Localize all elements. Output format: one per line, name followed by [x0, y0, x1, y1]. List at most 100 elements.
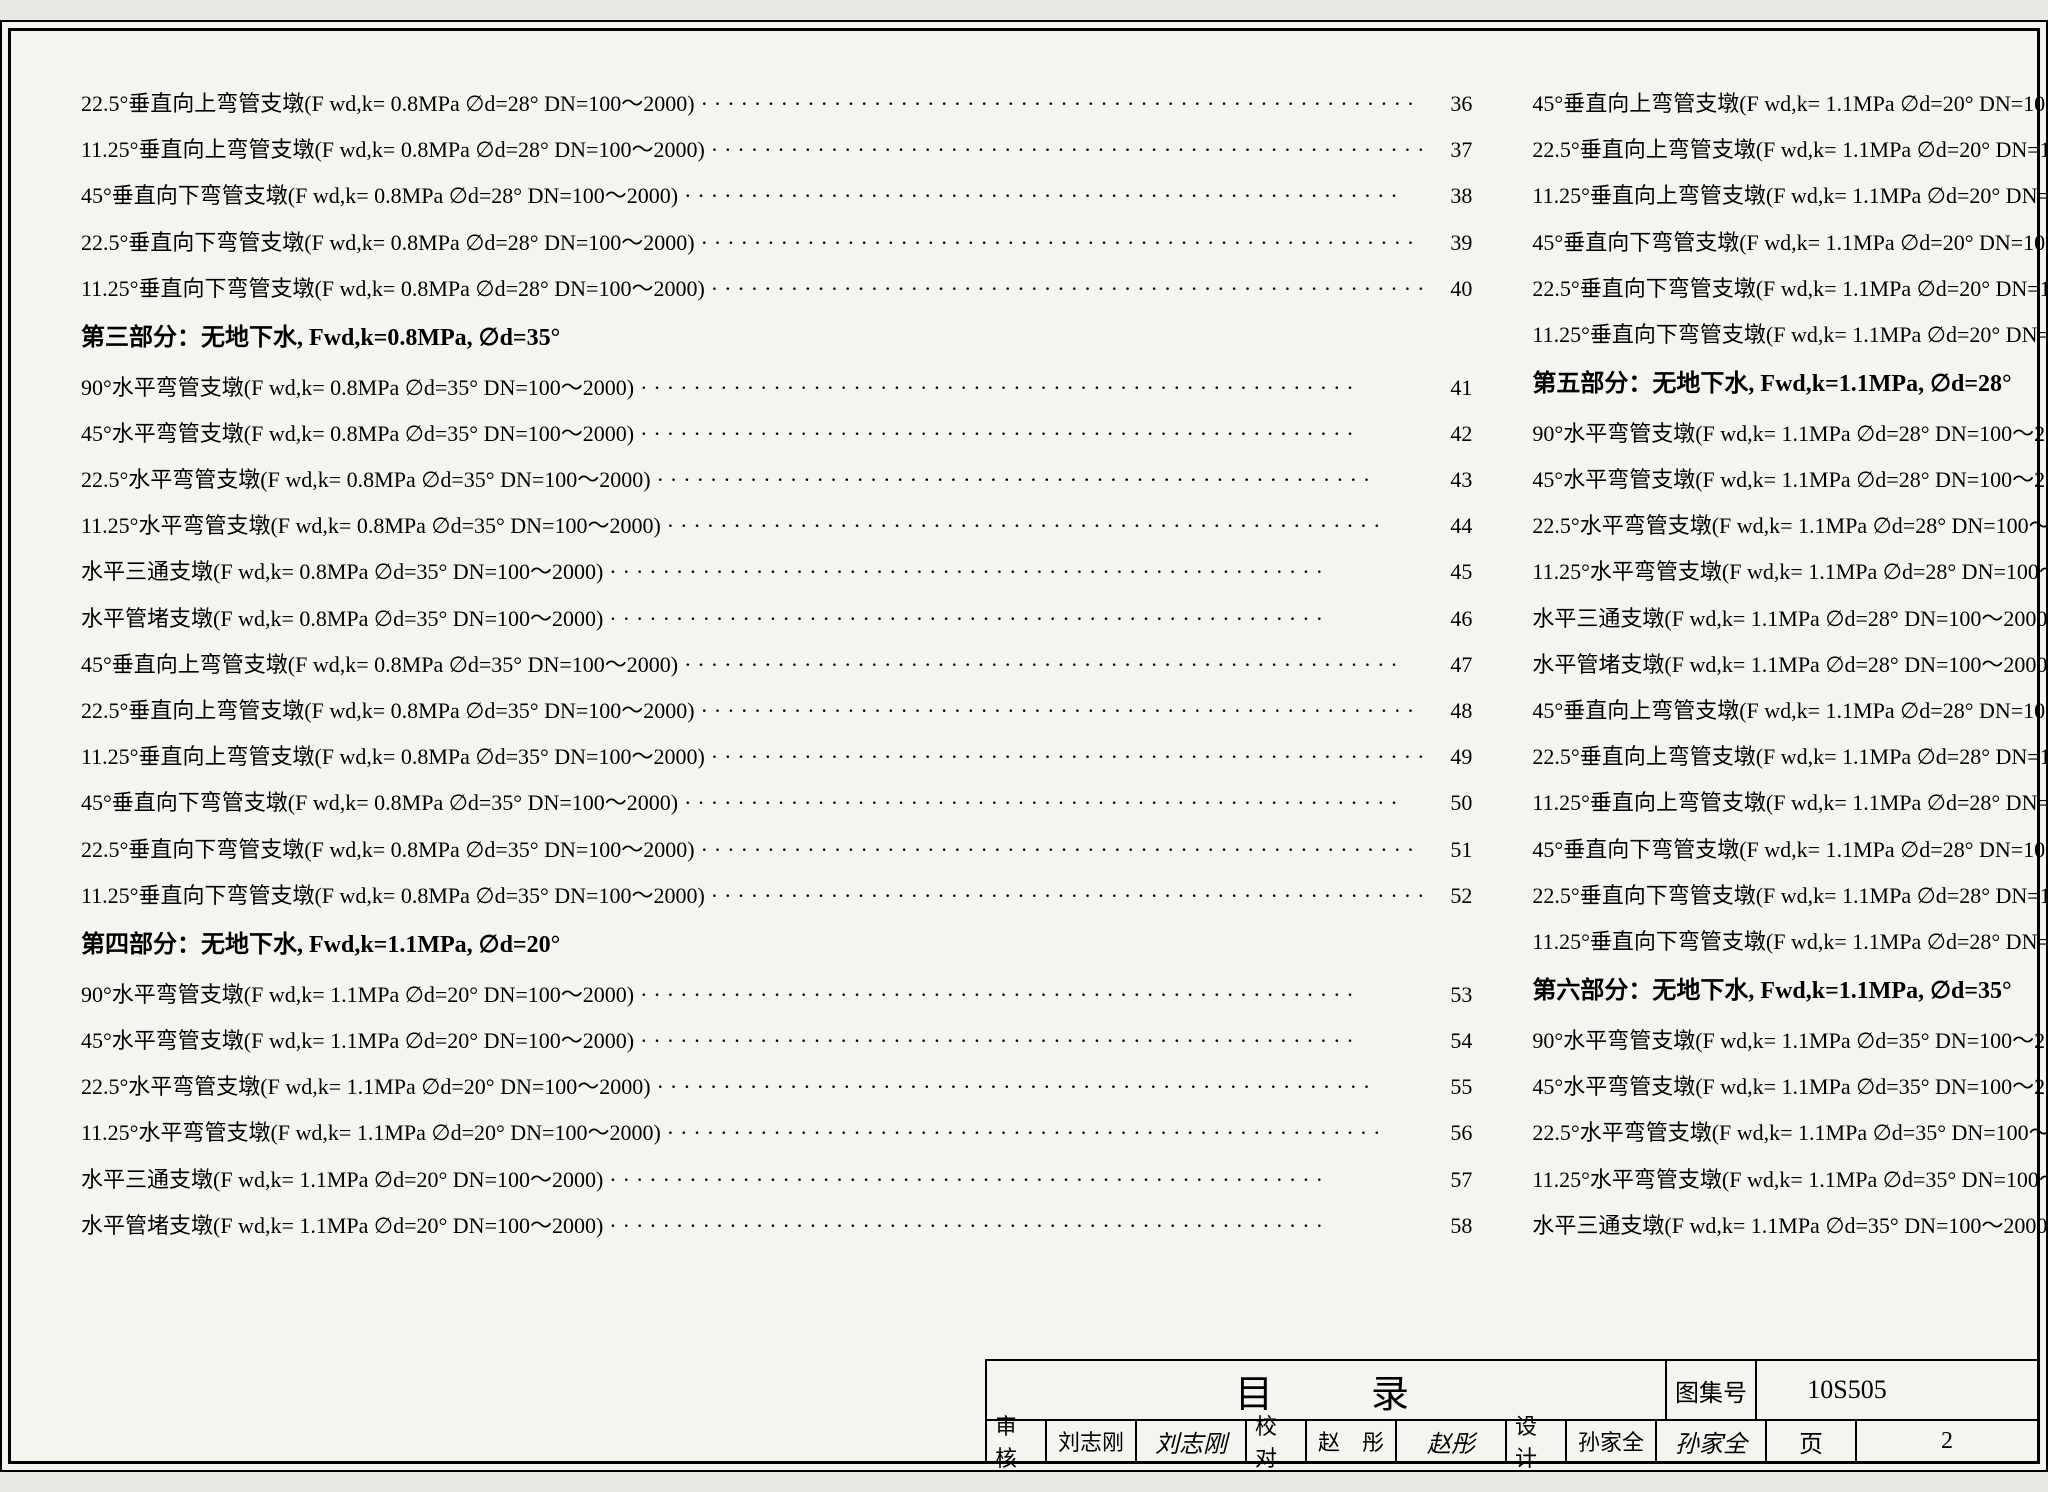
- toc-entry: 22.5°水平弯管支墩(F wd,k= 1.1MPa ∅d=20° DN=100…: [81, 1064, 1472, 1110]
- toc-entry-page: 51: [1436, 827, 1472, 873]
- toc-entry-text: 11.25°垂直向上弯管支墩(F wd,k= 0.8MPa ∅d=28° DN=…: [81, 127, 705, 173]
- toc-entry-page: 52: [1436, 873, 1472, 919]
- toc-entry-text: 45°垂直向下弯管支墩(F wd,k= 0.8MPa ∅d=35° DN=100…: [81, 780, 678, 826]
- toc-entry-text: 22.5°垂直向下弯管支墩(F wd,k= 1.1MPa ∅d=28° DN=1…: [1532, 873, 2048, 919]
- toc-entry: 11.25°垂直向下弯管支墩(F wd,k= 1.1MPa ∅d=20° DN=…: [1532, 312, 2048, 358]
- toc-entry-page: 46: [1436, 596, 1472, 642]
- toc-entry-text: 11.25°垂直向上弯管支墩(F wd,k= 0.8MPa ∅d=35° DN=…: [81, 734, 705, 780]
- toc-columns: 22.5°垂直向上弯管支墩(F wd,k= 0.8MPa ∅d=28° DN=1…: [81, 81, 1967, 1331]
- toc-entry-text: 90°水平弯管支墩(F wd,k= 0.8MPa ∅d=35° DN=100～2…: [81, 365, 634, 411]
- title-block: 目 录 图集号 10S505 审核 刘志刚 刘志刚 校对 赵 彤 赵彤 设计 孙…: [985, 1359, 2037, 1461]
- toc-entry: 45°垂直向下弯管支墩(F wd,k= 0.8MPa ∅d=28° DN=100…: [81, 173, 1472, 219]
- toc-leader-dots: ········································…: [640, 411, 1430, 457]
- jiaodui-name: 赵 彤: [1307, 1421, 1397, 1461]
- toc-entry-text: 90°水平弯管支墩(F wd,k= 1.1MPa ∅d=20° DN=100～2…: [81, 972, 634, 1018]
- toc-entry-page: 48: [1436, 688, 1472, 734]
- toc-entry-text: 11.25°垂直向下弯管支墩(F wd,k= 0.8MPa ∅d=28° DN=…: [81, 266, 705, 312]
- toc-leader-dots: ········································…: [684, 780, 1430, 826]
- toc-entry-text: 水平三通支墩(F wd,k= 0.8MPa ∅d=35° DN=100～2000…: [81, 549, 603, 595]
- toc-entry-text: 22.5°水平弯管支墩(F wd,k= 0.8MPa ∅d=35° DN=100…: [81, 457, 651, 503]
- toc-entry-page: 39: [1436, 220, 1472, 266]
- toc-entry-page: 36: [1436, 81, 1472, 127]
- toc-entry-text: 45°垂直向上弯管支墩(F wd,k= 1.1MPa ∅d=28° DN=100…: [1532, 688, 2048, 734]
- toc-entry: 22.5°垂直向上弯管支墩(F wd,k= 1.1MPa ∅d=20° DN=1…: [1532, 127, 2048, 173]
- toc-entry: 水平三通支墩(F wd,k= 0.8MPa ∅d=35° DN=100～2000…: [81, 549, 1472, 595]
- toc-entry: 22.5°垂直向上弯管支墩(F wd,k= 1.1MPa ∅d=28° DN=1…: [1532, 734, 2048, 780]
- toc-entry: 90°水平弯管支墩(F wd,k= 1.1MPa ∅d=20° DN=100～2…: [81, 972, 1472, 1018]
- sheji-label: 设计: [1507, 1421, 1567, 1461]
- toc-entry: 水平管堵支墩(F wd,k= 0.8MPa ∅d=35° DN=100～2000…: [81, 596, 1472, 642]
- toc-leader-dots: ········································…: [667, 1110, 1431, 1156]
- toc-entry-page: 47: [1436, 642, 1472, 688]
- toc-entry: 水平三通支墩(F wd,k= 1.1MPa ∅d=20° DN=100～2000…: [81, 1157, 1472, 1203]
- toc-entry-text: 90°水平弯管支墩(F wd,k= 1.1MPa ∅d=35° DN=100～2…: [1532, 1018, 2048, 1064]
- tuji-label: 图集号: [1667, 1361, 1757, 1419]
- toc-entry-page: 41: [1436, 365, 1472, 411]
- toc-entry: 22.5°垂直向下弯管支墩(F wd,k= 0.8MPa ∅d=35° DN=1…: [81, 827, 1472, 873]
- toc-entry: 水平三通支墩(F wd,k= 1.1MPa ∅d=35° DN=100～2000…: [1532, 1203, 2048, 1249]
- toc-entry: 22.5°垂直向上弯管支墩(F wd,k= 0.8MPa ∅d=35° DN=1…: [81, 688, 1472, 734]
- section-header: 第五部分：无地下水, Fwd,k=1.1MPa, ∅d=28°: [1532, 358, 2048, 411]
- toc-entry: 45°水平弯管支墩(F wd,k= 1.1MPa ∅d=35° DN=100～2…: [1532, 1064, 2048, 1110]
- toc-entry: 45°水平弯管支墩(F wd,k= 1.1MPa ∅d=20° DN=100～2…: [81, 1018, 1472, 1064]
- toc-leader-dots: ········································…: [701, 220, 1431, 266]
- toc-left-column: 22.5°垂直向上弯管支墩(F wd,k= 0.8MPa ∅d=28° DN=1…: [81, 81, 1472, 1331]
- toc-entry-text: 22.5°垂直向上弯管支墩(F wd,k= 0.8MPa ∅d=35° DN=1…: [81, 688, 695, 734]
- toc-entry-page: 50: [1436, 780, 1472, 826]
- inner-frame: 22.5°垂直向上弯管支墩(F wd,k= 0.8MPa ∅d=28° DN=1…: [8, 28, 2040, 1464]
- toc-entry-text: 22.5°垂直向下弯管支墩(F wd,k= 1.1MPa ∅d=20° DN=1…: [1532, 266, 2048, 312]
- toc-entry-text: 45°垂直向上弯管支墩(F wd,k= 1.1MPa ∅d=20° DN=100…: [1532, 81, 2048, 127]
- toc-entry-text: 45°垂直向下弯管支墩(F wd,k= 1.1MPa ∅d=20° DN=100…: [1532, 220, 2048, 266]
- toc-entry: 22.5°垂直向上弯管支墩(F wd,k= 0.8MPa ∅d=28° DN=1…: [81, 81, 1472, 127]
- toc-entry-text: 11.25°水平弯管支墩(F wd,k= 1.1MPa ∅d=20° DN=10…: [81, 1110, 661, 1156]
- toc-entry-text: 90°水平弯管支墩(F wd,k= 1.1MPa ∅d=28° DN=100～2…: [1532, 411, 2048, 457]
- toc-leader-dots: ········································…: [609, 1203, 1430, 1249]
- toc-entry-text: 22.5°垂直向上弯管支墩(F wd,k= 1.1MPa ∅d=20° DN=1…: [1532, 127, 2048, 173]
- toc-entry-text: 45°水平弯管支墩(F wd,k= 0.8MPa ∅d=35° DN=100～2…: [81, 411, 634, 457]
- toc-entry: 11.25°垂直向上弯管支墩(F wd,k= 0.8MPa ∅d=35° DN=…: [81, 734, 1472, 780]
- toc-entry: 90°水平弯管支墩(F wd,k= 0.8MPa ∅d=35° DN=100～2…: [81, 365, 1472, 411]
- toc-leader-dots: ········································…: [701, 827, 1431, 873]
- toc-leader-dots: ········································…: [640, 1018, 1430, 1064]
- toc-entry: 22.5°水平弯管支墩(F wd,k= 1.1MPa ∅d=28° DN=100…: [1532, 503, 2048, 549]
- toc-entry: 水平管堵支墩(F wd,k= 1.1MPa ∅d=20° DN=100～2000…: [81, 1203, 1472, 1249]
- toc-entry: 22.5°垂直向下弯管支墩(F wd,k= 1.1MPa ∅d=20° DN=1…: [1532, 266, 2048, 312]
- shenhe-signature: 刘志刚: [1137, 1421, 1247, 1461]
- toc-entry-page: 43: [1436, 457, 1472, 503]
- toc-entry: 22.5°垂直向下弯管支墩(F wd,k= 0.8MPa ∅d=28° DN=1…: [81, 220, 1472, 266]
- toc-entry-text: 水平管堵支墩(F wd,k= 1.1MPa ∅d=28° DN=100～2000…: [1532, 642, 2048, 688]
- toc-leader-dots: ········································…: [684, 173, 1430, 219]
- toc-right-column: 45°垂直向上弯管支墩(F wd,k= 1.1MPa ∅d=20° DN=100…: [1532, 81, 2048, 1331]
- toc-leader-dots: ········································…: [657, 1064, 1431, 1110]
- section-header: 第四部分：无地下水, Fwd,k=1.1MPa, ∅d=20°: [81, 919, 1472, 972]
- toc-entry-text: 22.5°垂直向上弯管支墩(F wd,k= 0.8MPa ∅d=28° DN=1…: [81, 81, 695, 127]
- toc-entry: 22.5°垂直向下弯管支墩(F wd,k= 1.1MPa ∅d=28° DN=1…: [1532, 873, 2048, 919]
- toc-entry-text: 45°垂直向上弯管支墩(F wd,k= 0.8MPa ∅d=35° DN=100…: [81, 642, 678, 688]
- toc-entry-text: 11.25°水平弯管支墩(F wd,k= 1.1MPa ∅d=35° DN=10…: [1532, 1157, 2048, 1203]
- toc-entry-text: 45°水平弯管支墩(F wd,k= 1.1MPa ∅d=28° DN=100～2…: [1532, 457, 2048, 503]
- toc-entry: 45°垂直向下弯管支墩(F wd,k= 1.1MPa ∅d=20° DN=100…: [1532, 220, 2048, 266]
- shenhe-name: 刘志刚: [1047, 1421, 1137, 1461]
- toc-entry: 45°垂直向下弯管支墩(F wd,k= 0.8MPa ∅d=35° DN=100…: [81, 780, 1472, 826]
- toc-entry: 水平管堵支墩(F wd,k= 1.1MPa ∅d=28° DN=100～2000…: [1532, 642, 2048, 688]
- toc-entry-text: 22.5°水平弯管支墩(F wd,k= 1.1MPa ∅d=20° DN=100…: [81, 1064, 651, 1110]
- toc-entry-text: 水平管堵支墩(F wd,k= 1.1MPa ∅d=20° DN=100～2000…: [81, 1203, 603, 1249]
- toc-leader-dots: ········································…: [711, 873, 1431, 919]
- toc-leader-dots: ········································…: [667, 503, 1431, 549]
- toc-entry-text: 22.5°垂直向下弯管支墩(F wd,k= 0.8MPa ∅d=28° DN=1…: [81, 220, 695, 266]
- toc-entry: 11.25°垂直向上弯管支墩(F wd,k= 1.1MPa ∅d=28° DN=…: [1532, 780, 2048, 826]
- toc-entry: 11.25°水平弯管支墩(F wd,k= 1.1MPa ∅d=35° DN=10…: [1532, 1157, 2048, 1203]
- shenhe-label: 审核: [987, 1421, 1047, 1461]
- toc-entry-page: 44: [1436, 503, 1472, 549]
- toc-entry: 11.25°水平弯管支墩(F wd,k= 1.1MPa ∅d=20° DN=10…: [81, 1110, 1472, 1156]
- toc-entry: 11.25°垂直向下弯管支墩(F wd,k= 0.8MPa ∅d=28° DN=…: [81, 266, 1472, 312]
- toc-entry: 45°垂直向下弯管支墩(F wd,k= 1.1MPa ∅d=28° DN=100…: [1532, 827, 2048, 873]
- toc-entry-page: 38: [1436, 173, 1472, 219]
- sheji-name: 孙家全: [1567, 1421, 1657, 1461]
- toc-entry-text: 22.5°垂直向上弯管支墩(F wd,k= 1.1MPa ∅d=28° DN=1…: [1532, 734, 2048, 780]
- toc-entry-page: 49: [1436, 734, 1472, 780]
- toc-entry-text: 45°水平弯管支墩(F wd,k= 1.1MPa ∅d=20° DN=100～2…: [81, 1018, 634, 1064]
- toc-entry-page: 42: [1436, 411, 1472, 457]
- page-number: 2: [1857, 1421, 2037, 1461]
- toc-entry-page: 56: [1436, 1110, 1472, 1156]
